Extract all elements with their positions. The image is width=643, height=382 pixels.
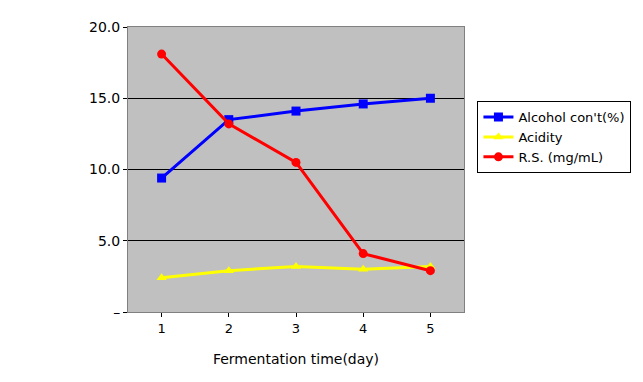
- svg-text:3: 3: [292, 321, 300, 336]
- svg-text:4: 4: [359, 321, 367, 336]
- svg-text:5: 5: [426, 321, 434, 336]
- svg-text:2: 2: [225, 321, 233, 336]
- svg-text:Alcohol con't(%): Alcohol con't(%): [518, 110, 624, 125]
- svg-text:20.0: 20.0: [89, 19, 120, 35]
- svg-text:10.0: 10.0: [89, 161, 120, 177]
- svg-text:R.S. (mg/mL): R.S. (mg/mL): [518, 150, 603, 165]
- svg-text:–: –: [113, 304, 120, 320]
- svg-text:15.0: 15.0: [89, 90, 120, 106]
- svg-text:5.0: 5.0: [98, 233, 120, 249]
- svg-text:Fermentation time(day): Fermentation time(day): [213, 351, 379, 367]
- svg-text:Acidity: Acidity: [518, 130, 562, 145]
- svg-text:1: 1: [157, 321, 165, 336]
